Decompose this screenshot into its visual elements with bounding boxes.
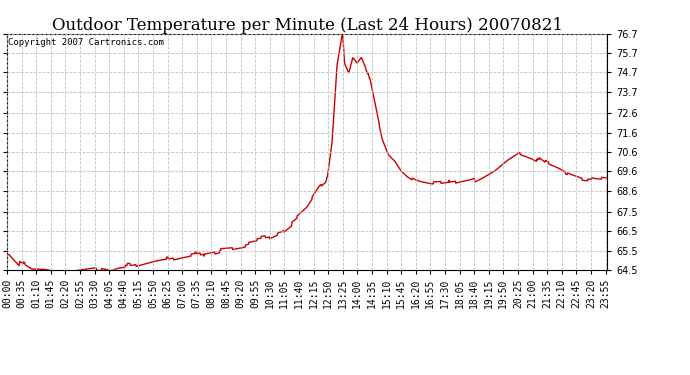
Text: Copyright 2007 Cartronics.com: Copyright 2007 Cartronics.com xyxy=(8,39,164,48)
Title: Outdoor Temperature per Minute (Last 24 Hours) 20070821: Outdoor Temperature per Minute (Last 24 … xyxy=(52,16,562,34)
